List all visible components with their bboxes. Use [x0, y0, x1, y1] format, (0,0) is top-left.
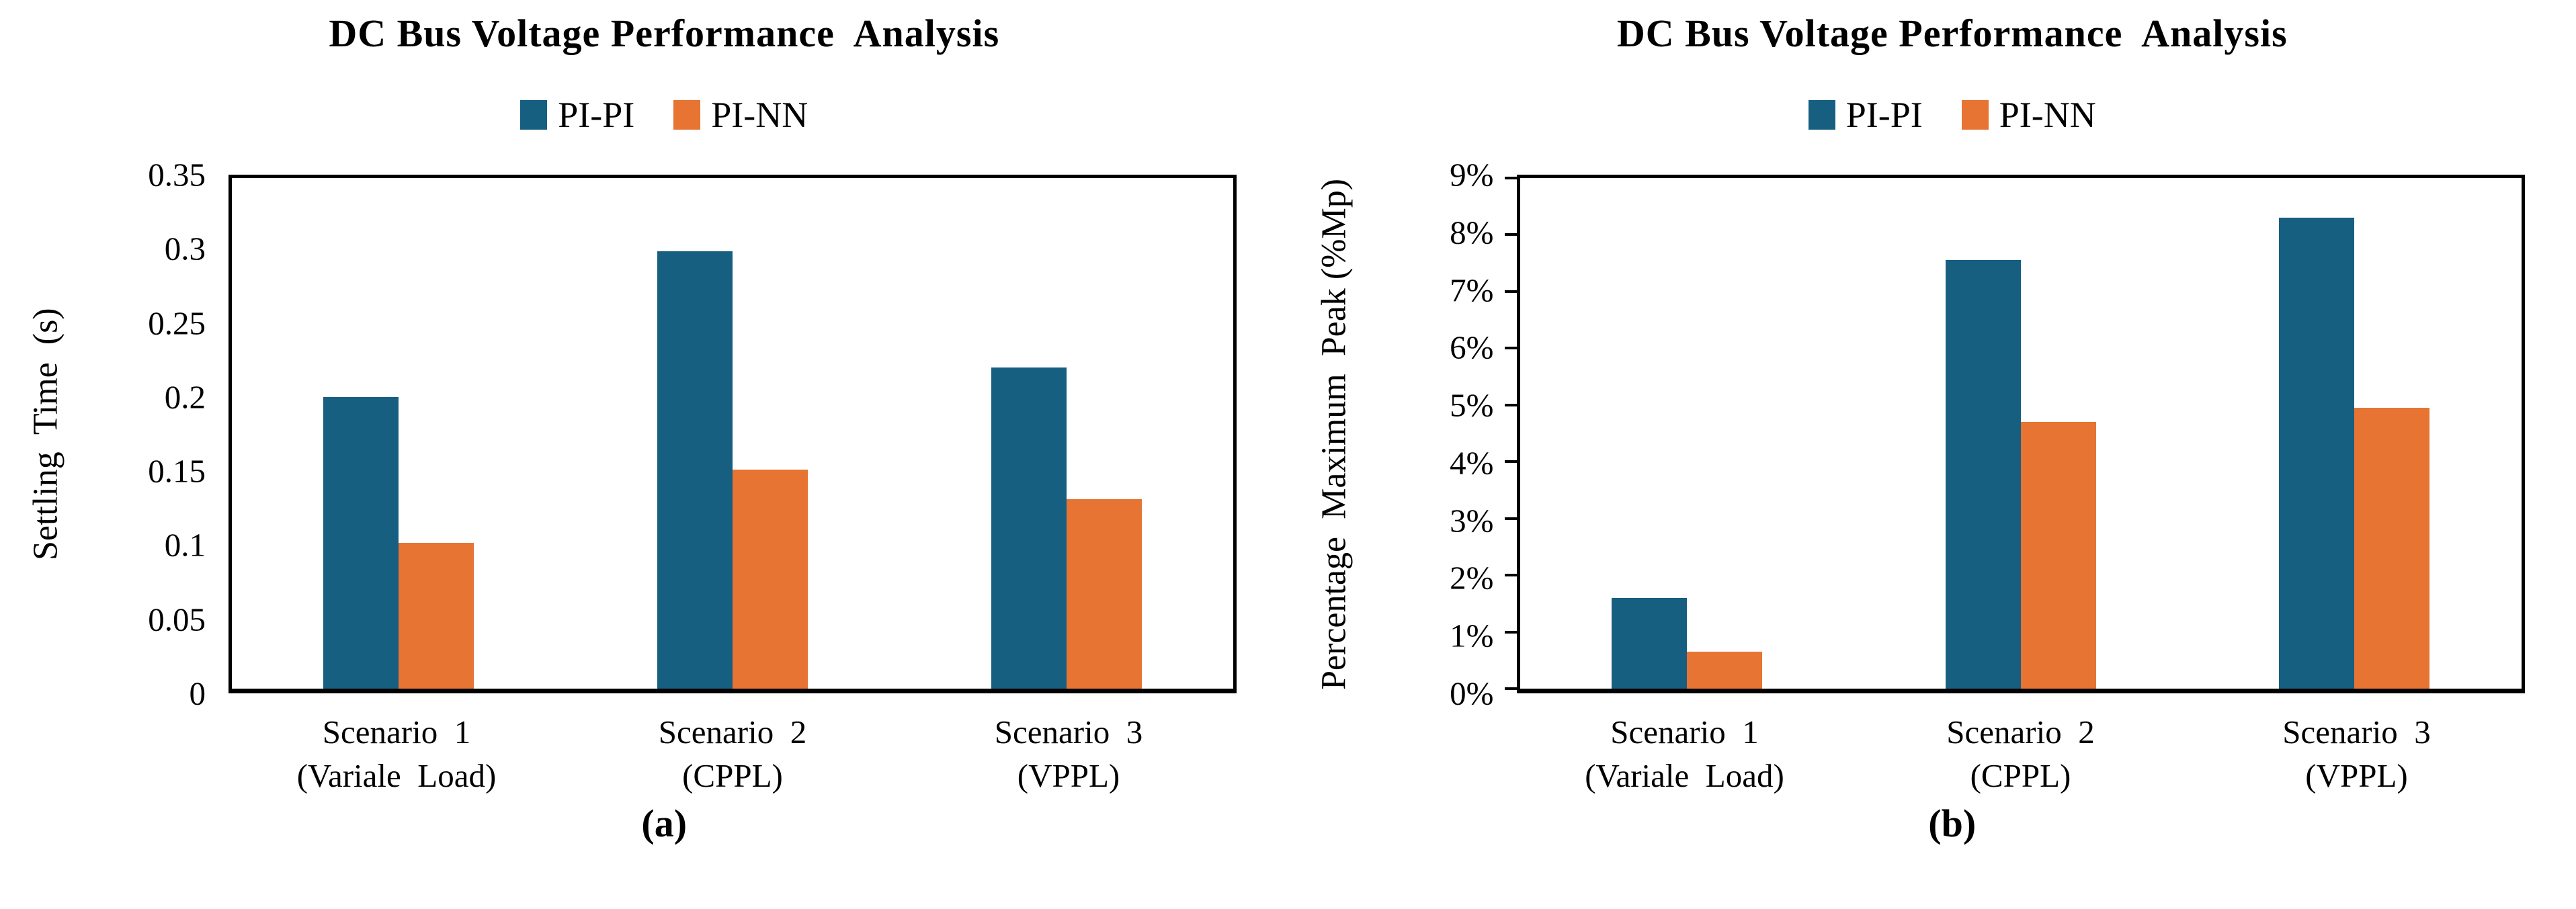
legend-item-pi-nn: PI-NN: [673, 94, 808, 136]
y-tick-label: 8%: [1450, 214, 1494, 251]
bar-group-2: [566, 178, 900, 689]
x-category-label-line: Scenario 2: [658, 713, 807, 750]
legend-swatch-icon: [673, 100, 701, 130]
bar-group-2: [1854, 178, 2188, 689]
bar-pi-pi-1: [323, 396, 399, 689]
x-axis-labels: Scenario 1 (Variale Load) Scenario 2 (CPPL)…: [1517, 711, 2525, 797]
legend-item-pi-pi: PI-PI: [520, 94, 634, 136]
y-tick-label: 7%: [1450, 271, 1494, 309]
x-category-label-line: (VPPL): [1017, 756, 1120, 794]
y-tick-label: 0.3: [164, 230, 206, 267]
x-category-label-2: Scenario 2 (CPPL): [1853, 711, 2189, 797]
bar-groups: [1520, 178, 2522, 689]
legend-swatch-icon: [1961, 100, 1989, 130]
bar-pi-pi-1: [1611, 597, 1687, 689]
legend: PI-PI PI-NN: [81, 94, 1248, 136]
plot-area: [1504, 175, 2525, 693]
y-tick-label: 4%: [1450, 444, 1494, 482]
x-category-label-line: Scenario 1: [322, 713, 471, 750]
bar-pi-nn-1: [399, 542, 474, 689]
bar-pi-pi-3: [2279, 218, 2355, 689]
chart-title: DC Bus Voltage Performance Analysis: [329, 11, 1000, 55]
bar-pi-nn-2: [733, 470, 808, 689]
x-category-label-line: (CPPL): [1970, 756, 2071, 794]
x-category-label-line: Scenario 3: [994, 713, 1143, 750]
bar-pi-pi-2: [1945, 260, 2021, 689]
legend-item-pi-nn: PI-NN: [1961, 94, 2096, 136]
bar-pi-nn-1: [1686, 652, 1762, 689]
x-category-label-2: Scenario 2 (CPPL): [565, 711, 901, 797]
legend-label: PI-PI: [558, 95, 635, 135]
y-tick-mark: [1504, 290, 1517, 293]
y-tick-mark: [1504, 347, 1517, 350]
y-tick-mark: [1504, 403, 1517, 406]
bar-pi-nn-3: [2354, 408, 2430, 689]
x-category-label-line: Scenario 3: [2282, 713, 2431, 750]
bar-group-1: [232, 178, 566, 689]
legend-item-pi-pi: PI-PI: [1808, 94, 1923, 136]
y-tick-label: 2%: [1450, 559, 1494, 597]
x-category-label-line: (VPPL): [2305, 756, 2408, 794]
subfigure-caption: (a): [641, 802, 688, 845]
legend-swatch-icon: [1808, 100, 1835, 130]
bar-pi-nn-3: [1066, 499, 1142, 689]
bar-groups: [232, 178, 1233, 689]
y-tick-label: 0.2: [164, 378, 206, 416]
legend-swatch-icon: [520, 100, 548, 130]
y-tick-label: 1%: [1450, 617, 1494, 654]
y-tick-label: 5%: [1450, 386, 1494, 424]
y-tick-label: 0.25: [148, 304, 206, 342]
bar-pi-pi-3: [991, 367, 1067, 689]
bar-group-3: [2188, 178, 2522, 689]
y-tick-label: 0: [189, 675, 206, 712]
chart-a: DC Bus Voltage Performance Analysis PI-P…: [0, 11, 1248, 845]
x-category-label-line: (Variale Load): [296, 756, 497, 794]
bar-pi-nn-2: [2020, 422, 2096, 689]
y-tick-mark: [1504, 177, 1517, 179]
legend-label: PI-NN: [711, 95, 808, 135]
y-tick-label: 3%: [1450, 502, 1494, 539]
chart-b: DC Bus Voltage Performance Analysis PI-P…: [1288, 0, 2576, 909]
y-tick-mark: [1504, 517, 1517, 520]
x-category-label-1: Scenario 1 (Variale Load): [228, 711, 565, 797]
x-category-label-line: Scenario 1: [1610, 713, 1759, 750]
y-tick-mark: [1504, 574, 1517, 577]
y-tick-label: 0%: [1450, 675, 1494, 712]
x-category-label-line: (CPPL): [682, 756, 783, 794]
y-tick-label: 0.05: [148, 601, 206, 638]
legend-label: PI-NN: [1999, 95, 2096, 135]
bar-pi-pi-2: [657, 251, 733, 689]
y-axis-tick-labels: 0% 1% 2% 3% 4% 5% 6% 7% 8% 9%: [1288, 157, 1505, 712]
y-tick-label: 6%: [1450, 329, 1494, 366]
legend: PI-PI PI-NN: [1369, 94, 2536, 136]
y-tick-mark: [1504, 460, 1517, 464]
y-tick-mark: [1504, 687, 1517, 690]
chart-title: DC Bus Voltage Performance Analysis: [1616, 11, 2288, 55]
y-tick-mark: [1504, 233, 1517, 236]
subfigure-caption: (b): [1928, 802, 1977, 845]
legend-label: PI-PI: [1845, 95, 1923, 135]
y-tick-label: 0.35: [148, 156, 206, 193]
x-category-label-line: (Variale Load): [1585, 756, 1784, 794]
x-category-label-1: Scenario 1 (Variale Load): [1517, 711, 1853, 797]
x-axis-labels: Scenario 1 (Variale Load) Scenario 2 (CPPL)…: [228, 711, 1237, 797]
y-tick-label: 0.1: [164, 526, 206, 564]
x-category-label-3: Scenario 3 (VPPL): [901, 711, 1237, 797]
y-tick-label: 9%: [1450, 156, 1494, 193]
bar-group-3: [899, 178, 1233, 689]
y-axis-tick-labels: 0 0.05 0.1 0.15 0.2 0.25 0.3 0.35: [0, 157, 216, 712]
x-category-label-3: Scenario 3 (VPPL): [2189, 711, 2525, 797]
x-category-label-line: Scenario 2: [1946, 713, 2095, 750]
y-tick-mark: [1504, 630, 1517, 634]
y-tick-label: 0.15: [148, 452, 206, 490]
plot-area: [228, 175, 1237, 693]
bar-group-1: [1520, 178, 1854, 689]
